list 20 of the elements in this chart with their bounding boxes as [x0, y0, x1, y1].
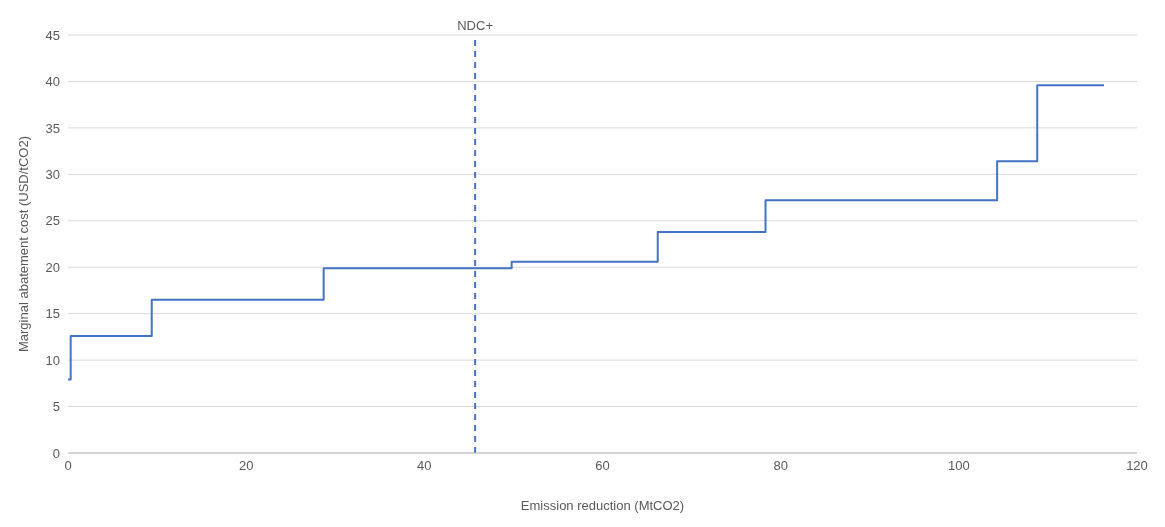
- x-tick-label: 0: [64, 458, 72, 474]
- y-tick-label: 25: [45, 213, 60, 229]
- x-axis-title: Emission reduction (MtCO2): [520, 498, 685, 513]
- y-tick-label: 45: [45, 27, 60, 43]
- y-tick-label: 40: [45, 74, 60, 90]
- ref-line-label: NDC+: [457, 18, 493, 33]
- y-tick-label: 15: [45, 306, 60, 322]
- x-tick-label: 20: [238, 458, 254, 474]
- y-tick-label: 0: [52, 445, 60, 461]
- y-tick-label: 35: [45, 120, 60, 136]
- x-tick-label: 100: [947, 458, 970, 474]
- x-tick-label: 80: [773, 458, 788, 474]
- x-tick-label: 120: [1126, 458, 1148, 474]
- y-axis-title: Marginal abatement cost (USD/tCO2): [15, 135, 31, 353]
- x-tick-label: 60: [595, 458, 610, 474]
- y-tick-label: 30: [45, 166, 60, 182]
- y-tick-label: 20: [45, 259, 60, 275]
- x-tick-label: 40: [417, 458, 432, 474]
- y-tick-label: 5: [52, 399, 60, 415]
- y-tick-label: 10: [45, 352, 60, 368]
